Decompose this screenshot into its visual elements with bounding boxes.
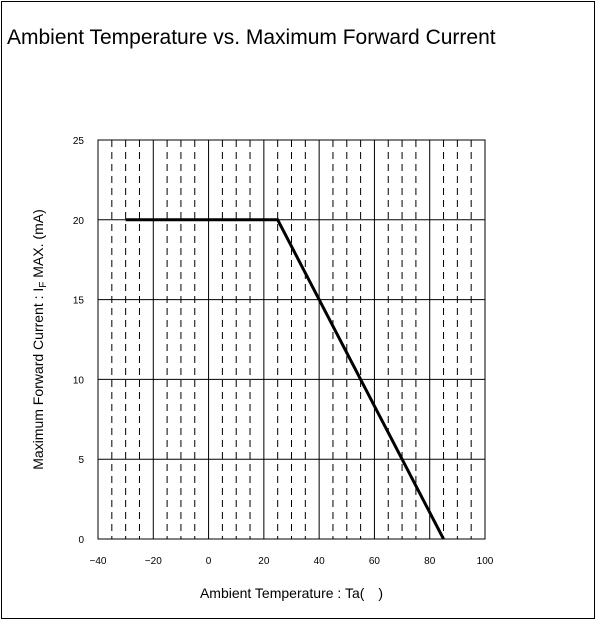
series-line	[125, 218, 445, 540]
y-tick-label: 10	[73, 375, 85, 386]
minor-grid	[111, 140, 472, 539]
x-tick-label: 100	[477, 556, 494, 567]
x-tick-labels: −40 −20 0 20 40 60 80 100	[90, 556, 494, 567]
y-axis-label-prefix: Maximum Forward Current : I	[30, 288, 46, 470]
plot-border	[97, 139, 486, 540]
y-axis-label-suffix: MAX. (mA)	[30, 209, 46, 281]
y-axis-label: Maximum Forward Current : IF MAX. (mA)	[30, 209, 49, 470]
x-tick-label: −40	[90, 556, 107, 567]
x-tick-label: 60	[369, 556, 381, 567]
x-tick-label: −20	[145, 556, 162, 567]
y-tick-label: 5	[78, 455, 84, 466]
x-axis-label: Ambient Temperature : Ta( )	[200, 585, 383, 601]
y-tick-label: 20	[73, 216, 85, 227]
chart-title: Ambient Temperature vs. Maximum Forward …	[7, 26, 496, 49]
x-tick-label: 80	[424, 556, 436, 567]
y-tick-label: 15	[73, 296, 85, 307]
y-tick-label: 0	[78, 535, 84, 546]
x-tick-label: 0	[206, 556, 212, 567]
y-tick-labels: 0 5 10 15 20 25	[73, 136, 85, 546]
x-tick-label: 20	[258, 556, 270, 567]
y-tick-label: 25	[73, 136, 85, 147]
x-tick-label: 40	[314, 556, 326, 567]
y-axis-label-subscript: F	[38, 282, 49, 288]
